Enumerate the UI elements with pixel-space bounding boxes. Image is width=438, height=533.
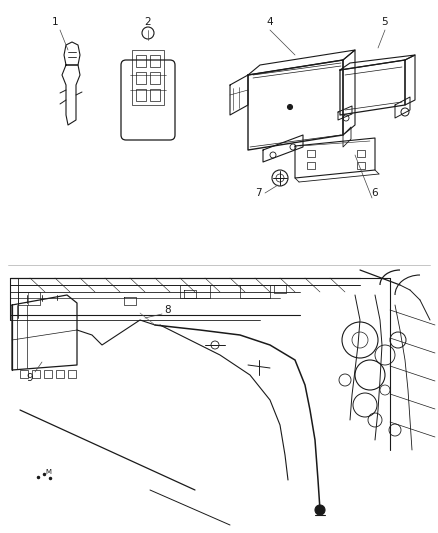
Circle shape: [315, 505, 325, 515]
Bar: [357, 150, 365, 157]
Bar: [150, 55, 160, 67]
Bar: [136, 89, 146, 101]
Bar: [32, 370, 40, 378]
Text: 2: 2: [145, 17, 151, 27]
Circle shape: [287, 104, 293, 109]
Text: 8: 8: [165, 305, 171, 315]
Bar: [136, 72, 146, 84]
Text: 9: 9: [27, 373, 33, 383]
Bar: [150, 72, 160, 84]
Bar: [132, 50, 164, 105]
Bar: [44, 370, 52, 378]
Bar: [56, 370, 64, 378]
Bar: [136, 55, 146, 67]
Text: 4: 4: [267, 17, 273, 27]
Text: 5: 5: [381, 17, 389, 27]
Text: M: M: [45, 469, 51, 475]
Text: 7: 7: [254, 188, 261, 198]
Text: 6: 6: [372, 188, 378, 198]
Bar: [307, 162, 315, 169]
Text: 1: 1: [52, 17, 58, 27]
Bar: [150, 89, 160, 101]
Bar: [68, 370, 76, 378]
Bar: [357, 162, 365, 169]
Bar: [20, 370, 28, 378]
Bar: [307, 150, 315, 157]
